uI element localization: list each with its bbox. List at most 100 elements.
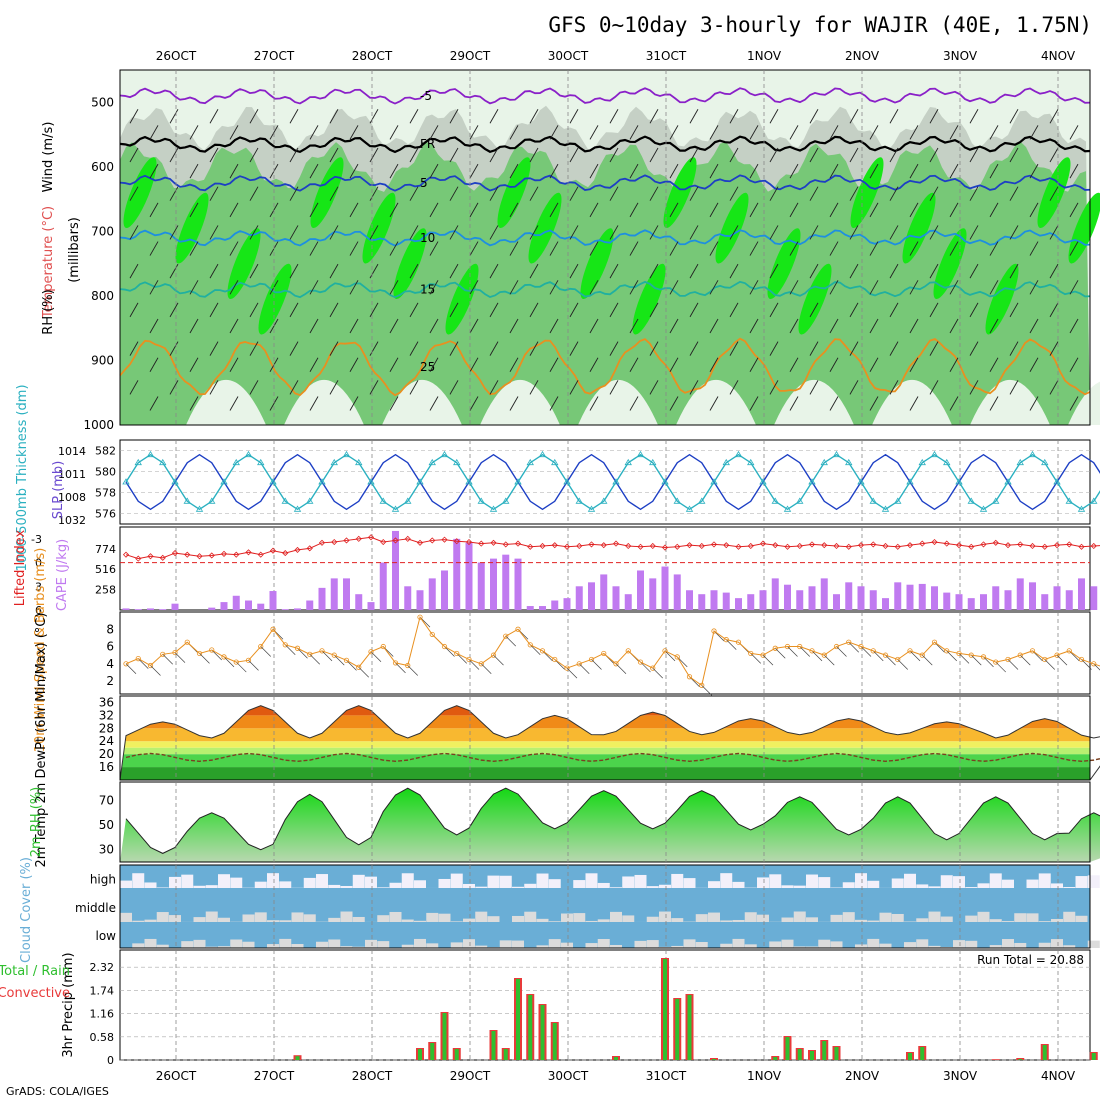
cloud-gap bbox=[757, 877, 769, 888]
temp-band bbox=[120, 754, 1090, 768]
thickness-marker bbox=[477, 497, 485, 504]
cloud-gap bbox=[744, 944, 757, 948]
wind-barb bbox=[669, 163, 679, 179]
top-x-tick-label: 29OCT bbox=[450, 49, 491, 63]
wind-marker bbox=[221, 654, 227, 660]
wind-barb bbox=[149, 241, 159, 256]
wind-barb bbox=[1049, 263, 1059, 279]
wind-barb bbox=[824, 654, 835, 666]
wind-barb bbox=[769, 341, 779, 356]
wind-barb bbox=[129, 147, 139, 163]
temp-tick-label: 24 bbox=[99, 734, 114, 748]
wind-barb bbox=[591, 659, 602, 670]
wind-barb bbox=[889, 341, 899, 356]
cloud-gap bbox=[548, 939, 561, 948]
wind-barb bbox=[209, 147, 219, 163]
wind-barb bbox=[769, 380, 779, 395]
cloud-gap bbox=[916, 884, 929, 888]
cape-bar bbox=[539, 606, 546, 610]
cloud-gap bbox=[928, 945, 941, 948]
precip-bar-conv bbox=[687, 995, 692, 1060]
wind-barb bbox=[829, 241, 839, 256]
temp-band bbox=[120, 741, 1090, 748]
wind-barb bbox=[762, 654, 774, 666]
cape-bar bbox=[894, 582, 902, 610]
wind-barb bbox=[689, 147, 699, 163]
cloud-gap bbox=[193, 917, 206, 922]
cloud-gap bbox=[536, 873, 549, 888]
cloud-gap bbox=[267, 920, 279, 922]
cape-bar bbox=[232, 595, 240, 610]
wind-barb bbox=[869, 241, 879, 256]
cloud-gap bbox=[1026, 879, 1039, 888]
wind-barb bbox=[989, 125, 999, 140]
wind-barb bbox=[429, 163, 439, 179]
wind-barb bbox=[129, 109, 139, 124]
cloud-gap bbox=[352, 916, 365, 922]
cloud-gap bbox=[218, 917, 230, 922]
rh-tick-label: 70 bbox=[99, 793, 114, 807]
wind-barb bbox=[969, 109, 979, 124]
wind-barb bbox=[749, 163, 759, 179]
wind-barb bbox=[983, 656, 994, 668]
wind-marker bbox=[1054, 652, 1060, 658]
wind-barb bbox=[769, 109, 779, 124]
temp-outline bbox=[119, 705, 1100, 781]
wind-barb bbox=[329, 341, 339, 356]
wind-barb bbox=[709, 125, 719, 140]
pressure-tick-label: 800 bbox=[91, 289, 114, 303]
wind-barb bbox=[569, 263, 579, 279]
cloud-gap bbox=[879, 912, 892, 922]
cloud-gap bbox=[916, 918, 929, 922]
precip-bar-conv bbox=[528, 995, 533, 1060]
wind-barb bbox=[289, 302, 299, 318]
wind-barb bbox=[489, 380, 499, 395]
wind-barb bbox=[649, 302, 659, 318]
wind-barb bbox=[529, 263, 539, 279]
cape-bar bbox=[759, 590, 767, 610]
cloud-gap bbox=[401, 919, 414, 922]
cloud-gap bbox=[475, 911, 488, 922]
wind-barb bbox=[1056, 654, 1068, 666]
li-line bbox=[125, 536, 1100, 560]
wind-barb bbox=[409, 109, 419, 124]
panel-frame bbox=[119, 439, 1091, 525]
rh-band bbox=[120, 141, 1090, 426]
bottom-x-tick-label: 2NOV bbox=[845, 1069, 880, 1083]
cloud-gap bbox=[548, 879, 561, 888]
cloud-gap bbox=[867, 920, 880, 922]
cloud-level-label: middle bbox=[75, 901, 116, 915]
wind-barb bbox=[1009, 147, 1019, 163]
wind-barb bbox=[885, 654, 896, 666]
wind-barb bbox=[309, 396, 319, 411]
wind-barb bbox=[309, 357, 319, 372]
cape-bar bbox=[404, 586, 412, 610]
cloud-gap bbox=[242, 941, 255, 948]
wind-barb bbox=[769, 147, 779, 163]
cloud-gap bbox=[279, 881, 292, 888]
wind-marker bbox=[515, 626, 521, 632]
cloud-gap bbox=[940, 946, 953, 948]
precip-panel: 2.32 1.74 1.16 0.58 0 Run Total = 20.88 bbox=[90, 949, 1098, 1067]
rh-moist-streak bbox=[715, 192, 749, 264]
wind-barb bbox=[1069, 280, 1079, 295]
cloud-gap bbox=[1038, 921, 1051, 922]
wind-barb bbox=[509, 125, 519, 140]
wind-barb bbox=[429, 396, 439, 411]
cloud-gap bbox=[940, 875, 953, 888]
wind-barb bbox=[169, 186, 179, 201]
thickness-marker bbox=[575, 497, 583, 504]
wind-barb bbox=[349, 357, 359, 372]
precip-bar-conv bbox=[516, 979, 520, 1060]
precip-bar-conv bbox=[454, 1049, 459, 1060]
cloud-gap bbox=[659, 946, 671, 948]
cloud-gap bbox=[414, 938, 426, 948]
precip-bar-conv bbox=[834, 1047, 839, 1060]
wind-marker bbox=[846, 639, 852, 645]
cloud-gap bbox=[683, 939, 696, 948]
cloud-gap bbox=[683, 878, 696, 888]
wind-barb bbox=[549, 280, 559, 295]
wind-barb bbox=[889, 225, 899, 240]
wind-barb bbox=[669, 396, 679, 411]
